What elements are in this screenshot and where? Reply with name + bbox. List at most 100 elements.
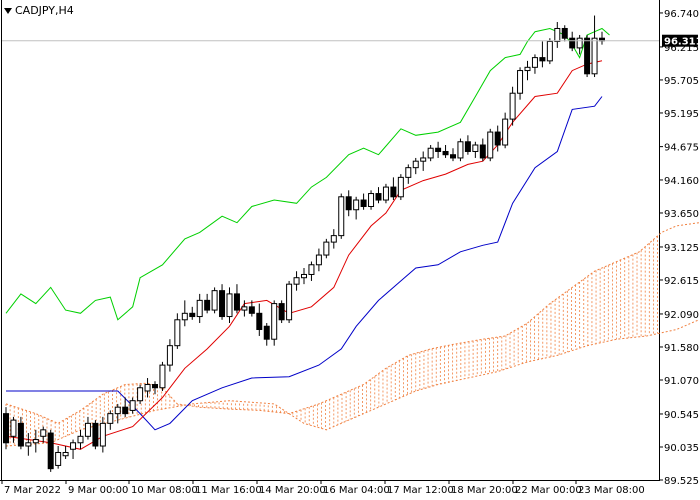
candle-body xyxy=(241,306,248,311)
senkou-span-b xyxy=(5,319,700,447)
candle xyxy=(204,293,211,314)
tenkan-sen-line xyxy=(5,60,603,450)
candle xyxy=(524,60,531,81)
candle-body xyxy=(204,299,211,311)
candle-body xyxy=(561,27,568,39)
candle-body xyxy=(152,384,158,389)
time-tick-label: 10 Mar 08:00 xyxy=(131,485,198,496)
candle xyxy=(77,429,84,450)
time-tick-label: 9 Mar 00:00 xyxy=(68,485,128,496)
candle-body xyxy=(301,273,307,279)
candle-body xyxy=(144,384,151,392)
candle xyxy=(99,416,106,453)
price-axis[interactable]: 96.740 96.215 95.705 95.195 94.675 94.160 93.6… xyxy=(659,9,700,487)
candle-body xyxy=(427,147,434,159)
candle-body xyxy=(442,150,449,156)
candle xyxy=(10,416,17,443)
price-tick-label: 95.705 xyxy=(664,76,699,87)
candle-body xyxy=(263,325,270,340)
candle-body xyxy=(330,235,337,243)
candle xyxy=(174,313,181,349)
candle xyxy=(55,446,62,469)
candle xyxy=(561,25,568,42)
candle xyxy=(405,164,412,184)
dropdown-triangle-icon[interactable] xyxy=(4,7,12,14)
candle-body xyxy=(271,303,278,340)
candle-body xyxy=(524,66,531,72)
candle xyxy=(435,141,442,158)
candle xyxy=(159,361,166,391)
candle xyxy=(464,135,471,155)
candle-body xyxy=(464,141,471,152)
candle-body xyxy=(99,422,106,447)
price-tick-label: 91.580 xyxy=(664,343,699,354)
candle xyxy=(137,384,144,404)
candle-body xyxy=(174,319,181,347)
time-tick-label: 18 Mar 20:00 xyxy=(451,485,518,496)
candle xyxy=(308,261,315,281)
candle xyxy=(226,287,233,324)
candle-body xyxy=(487,131,494,159)
candle-body xyxy=(32,439,39,444)
candle-body xyxy=(554,27,561,42)
candle-body xyxy=(3,413,9,444)
candle-body xyxy=(181,312,188,321)
candle-body xyxy=(62,451,69,457)
candle xyxy=(472,141,479,158)
time-tick-label: 11 Mar 16:00 xyxy=(195,485,262,496)
candle-body xyxy=(25,442,32,447)
price-tick-label: 94.160 xyxy=(664,176,699,187)
current-price-badge xyxy=(662,34,698,47)
candle-body xyxy=(308,264,315,275)
candle xyxy=(47,429,54,472)
candle-body xyxy=(509,92,516,120)
price-tick-label: 89.525 xyxy=(664,476,699,487)
candles xyxy=(3,15,605,472)
candle xyxy=(233,284,240,314)
candle xyxy=(32,429,39,453)
candle-body xyxy=(494,131,501,146)
symbol-selector[interactable]: CADJPY,H4 xyxy=(4,4,74,17)
price-tick-label: 94.675 xyxy=(664,143,699,154)
candle xyxy=(263,323,270,346)
candle xyxy=(569,31,576,52)
candle-body xyxy=(531,57,538,68)
candle-body xyxy=(233,293,240,311)
price-tick-label: 93.125 xyxy=(664,243,699,254)
candle xyxy=(3,407,9,450)
price-tick-label: 95.195 xyxy=(664,109,699,120)
candle xyxy=(70,439,77,459)
candle xyxy=(450,148,456,162)
candle-body xyxy=(256,312,263,330)
candle xyxy=(442,145,449,158)
candle xyxy=(144,378,151,398)
candle-body xyxy=(502,118,509,146)
candle-body xyxy=(479,144,486,159)
candle xyxy=(84,416,91,440)
price-tick-label: 93.650 xyxy=(664,209,699,220)
candle-body xyxy=(84,422,91,437)
candle-body xyxy=(293,277,300,285)
candle-body xyxy=(286,283,293,321)
candle xyxy=(599,31,605,45)
candle-body xyxy=(77,435,84,444)
candle xyxy=(196,293,203,324)
candle-body xyxy=(122,406,129,415)
candle xyxy=(278,300,285,324)
candle xyxy=(256,303,263,336)
price-tick-label: 96.215 xyxy=(664,43,699,54)
candle xyxy=(62,446,69,459)
candle-body xyxy=(457,141,464,159)
candle-body xyxy=(129,400,136,411)
price-tick-label: 90.035 xyxy=(664,443,699,454)
candle xyxy=(345,190,352,217)
candle-body xyxy=(450,154,456,159)
candle xyxy=(152,381,158,395)
price-tick-label: 92.615 xyxy=(664,276,699,287)
candle-body xyxy=(405,167,412,178)
candle xyxy=(129,397,136,414)
candle xyxy=(17,416,24,450)
candle xyxy=(301,267,307,285)
